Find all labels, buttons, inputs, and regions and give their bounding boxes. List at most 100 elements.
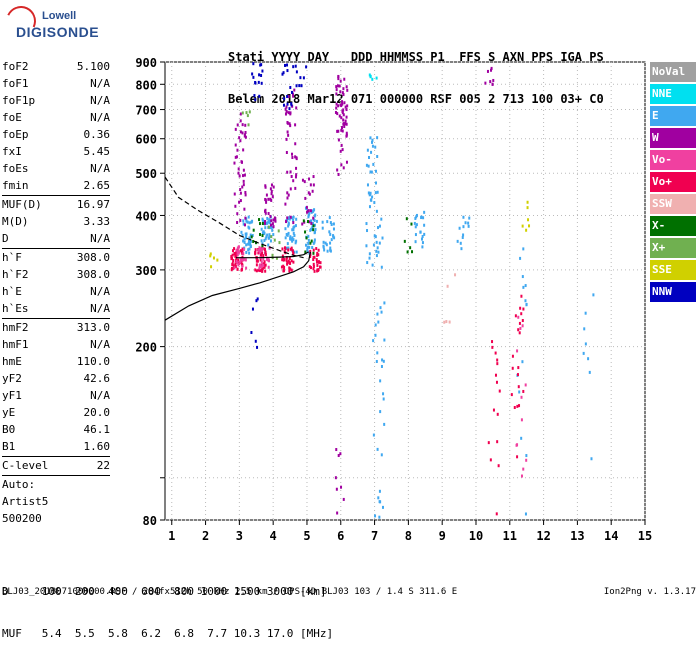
data-point (378, 515, 381, 519)
logo-line1: Lowell (42, 10, 77, 22)
data-point (371, 77, 374, 81)
data-point (337, 129, 340, 133)
data-point (284, 227, 287, 231)
data-point (307, 234, 310, 238)
header-labels: Stati YYYY DAY DDD HHMMSS P1 FFS S AXN P… (228, 50, 604, 64)
param-value: 42.6 (83, 372, 111, 385)
data-point (288, 122, 291, 126)
data-point (423, 232, 426, 236)
data-point (516, 404, 519, 408)
data-point (376, 136, 379, 140)
data-point (312, 209, 315, 213)
data-point (310, 227, 313, 231)
data-point (233, 192, 236, 196)
data-point (524, 383, 527, 387)
data-point (524, 284, 527, 288)
data-point (237, 167, 240, 171)
data-point (289, 124, 292, 128)
data-point (234, 143, 237, 147)
data-point (285, 105, 288, 109)
y-tick-label: 200 (135, 341, 157, 355)
data-point (315, 258, 318, 262)
data-point (494, 373, 497, 377)
data-point (414, 216, 417, 220)
data-point (443, 320, 446, 324)
data-point (342, 93, 345, 97)
data-point (286, 261, 289, 265)
legend-entry: NNW (650, 282, 696, 302)
data-point (516, 373, 519, 377)
data-point (270, 189, 273, 193)
data-point (423, 223, 426, 227)
data-point (334, 476, 337, 480)
data-point (307, 209, 310, 213)
data-point (245, 219, 248, 223)
data-point (258, 250, 261, 254)
x-tick-label: 11 (503, 529, 517, 543)
param-value: 5.100 (76, 60, 110, 73)
data-point (245, 250, 248, 254)
data-point (518, 390, 521, 394)
legend-entry: SSE (650, 260, 696, 280)
data-point (288, 256, 291, 260)
param-row: Auto: (2, 476, 110, 493)
data-point (238, 174, 241, 178)
data-point (309, 249, 312, 253)
data-point (238, 250, 241, 254)
data-point (380, 310, 383, 314)
data-point (247, 123, 250, 127)
data-point (375, 181, 378, 185)
data-point (334, 110, 337, 114)
data-point (372, 339, 375, 343)
data-point (411, 250, 414, 254)
data-point (258, 73, 261, 77)
data-point (281, 258, 284, 262)
data-point (233, 252, 236, 256)
data-point (284, 112, 287, 116)
data-point (216, 258, 219, 262)
data-point (262, 219, 265, 223)
data-point (371, 195, 374, 199)
data-point (304, 250, 307, 254)
data-point (307, 191, 310, 195)
data-point (295, 250, 298, 254)
data-point (292, 179, 295, 183)
data-point (267, 236, 270, 240)
data-point (301, 178, 304, 182)
param-label: M(D) (2, 215, 29, 228)
data-point (371, 144, 374, 148)
y-tick-label: 500 (135, 167, 157, 181)
data-point (267, 243, 270, 247)
param-value: N/A (90, 302, 110, 315)
data-point (237, 258, 240, 262)
data-point (237, 263, 240, 267)
data-point (377, 250, 380, 254)
data-point (379, 410, 382, 414)
data-point (241, 264, 244, 268)
data-point (278, 241, 281, 245)
data-point (289, 215, 292, 219)
data-point (420, 215, 423, 219)
data-point (251, 233, 254, 237)
data-point (511, 366, 514, 370)
data-point (592, 293, 595, 297)
data-point (286, 242, 289, 246)
data-point (342, 166, 345, 170)
data-point (376, 246, 379, 250)
data-point (271, 222, 274, 226)
data-point (367, 164, 370, 168)
data-point (287, 216, 290, 220)
data-point (260, 239, 263, 243)
y-tick-label: 600 (135, 133, 157, 147)
param-row: foF2 5.100 (2, 58, 110, 75)
data-point (339, 90, 342, 94)
data-point (233, 247, 236, 251)
data-point (369, 136, 372, 140)
data-point (244, 258, 247, 262)
data-point (287, 248, 290, 252)
data-point (345, 131, 348, 135)
data-point (282, 71, 285, 75)
data-point (305, 65, 308, 69)
data-point (264, 208, 267, 212)
param-value: 2.65 (83, 179, 111, 192)
